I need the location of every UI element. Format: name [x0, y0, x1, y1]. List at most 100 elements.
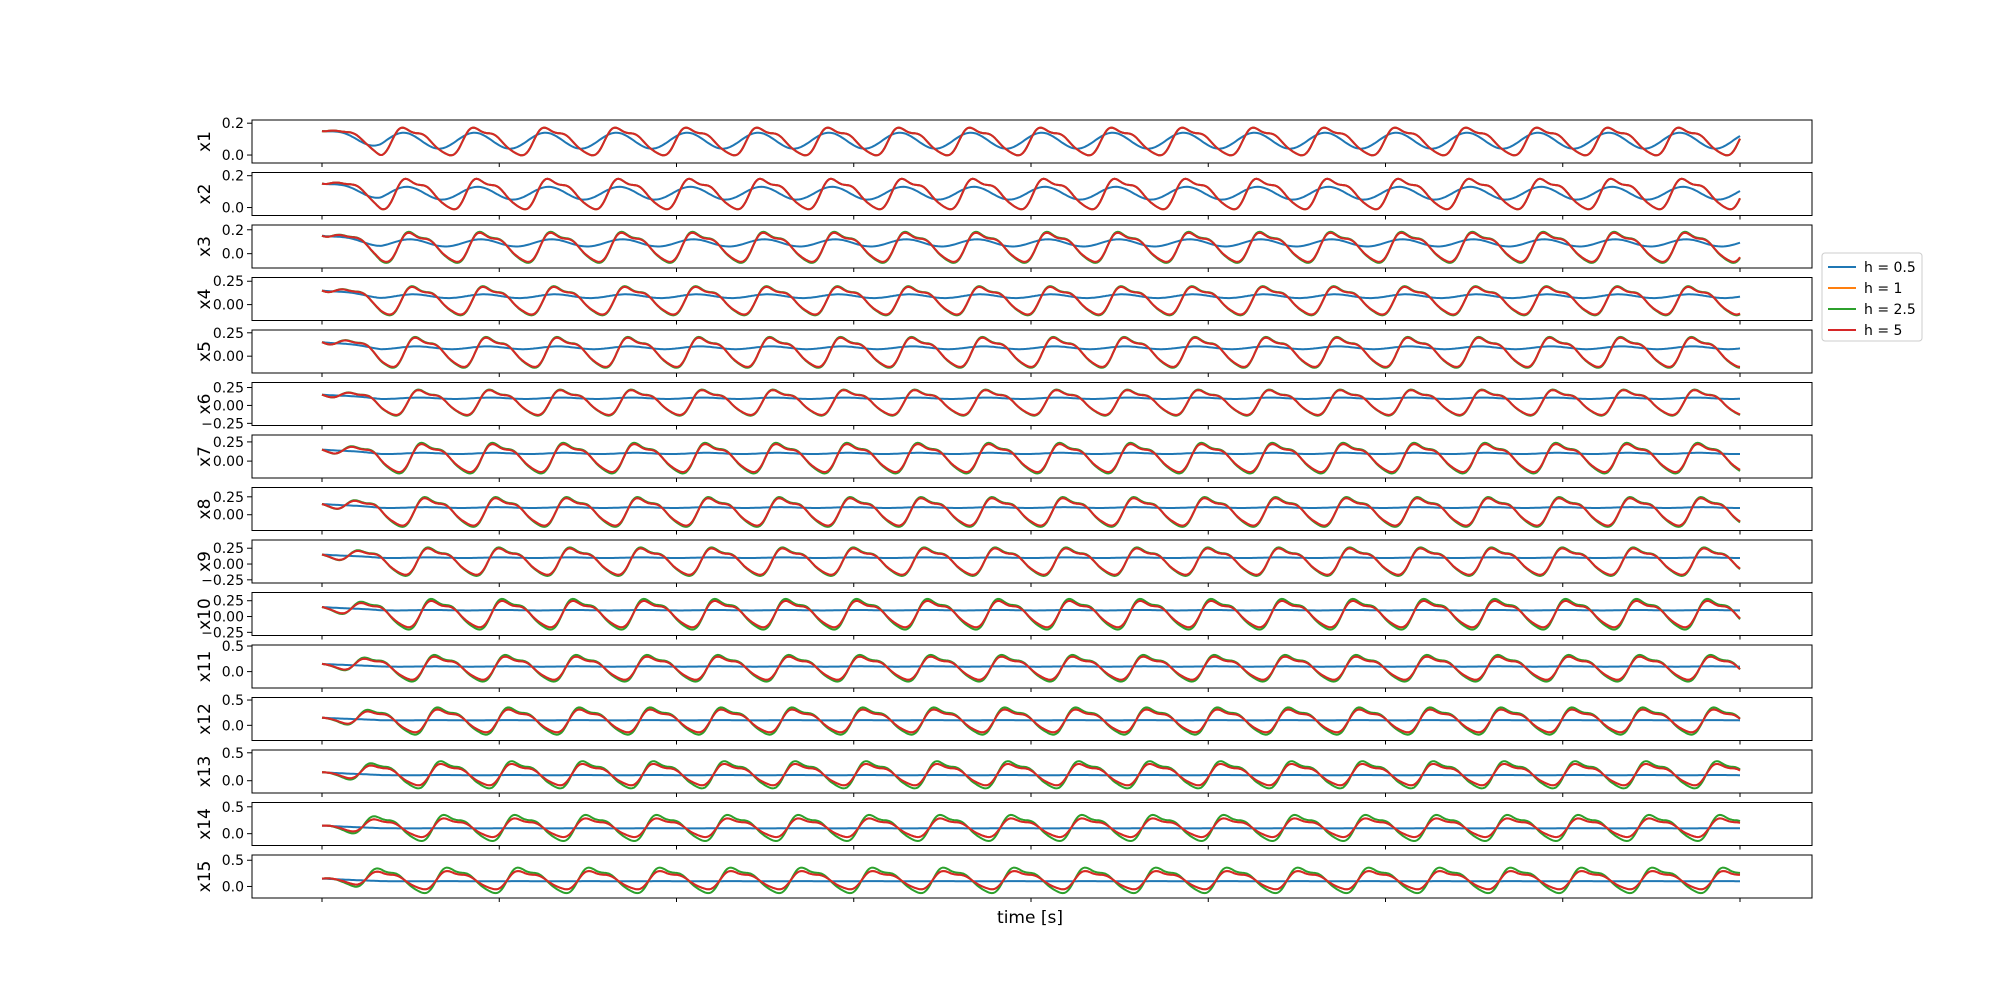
panel-x1-frame — [251, 119, 1813, 164]
series-line-x2-h-5 — [321, 177, 1741, 211]
legend-label-3: h = 5 — [1864, 323, 1902, 339]
series-line-x5-h-0-5 — [321, 341, 1741, 351]
panel-x9-frame — [251, 539, 1813, 584]
series-line-x15-h-2-5 — [321, 866, 1741, 895]
panel-x15-frame — [251, 854, 1813, 899]
series-line-x14-h-0-5 — [321, 824, 1740, 830]
y-axis-label-x6: x6 — [195, 394, 215, 415]
y-axis-label-x13: x13 — [195, 756, 215, 788]
y-axis-label-x11: x11 — [195, 651, 215, 683]
x-axis-label: time [s] — [997, 908, 1063, 928]
panel-x11-lines — [321, 653, 1741, 683]
y-axis-label-x10: x10 — [195, 598, 215, 630]
y-tick-label-x5-0: 0.00 — [213, 349, 244, 365]
series-line-x10-h-1 — [321, 599, 1741, 629]
y-axis-label-x15: x15 — [195, 861, 215, 893]
y-tick-label-x4-1: 0.25 — [213, 274, 244, 290]
panel-x3-lines — [321, 230, 1741, 264]
panel-x13-lines — [321, 760, 1741, 790]
y-tick-label-x13-0: 0.5 — [222, 746, 244, 762]
y-tick-label-x3-0: 0.0 — [222, 247, 244, 263]
series-line-x10-h-0-5 — [321, 606, 1740, 612]
series-line-x3-h-0-5 — [321, 234, 1741, 248]
panel-x12-frame — [251, 697, 1813, 741]
panel-x1-lines — [321, 126, 1741, 157]
series-line-x13-h-5 — [322, 763, 1741, 787]
series-line-x8-h-0-5 — [321, 503, 1740, 509]
series-line-x9-h-5 — [321, 547, 1741, 576]
y-tick-label-x5-1: 0.25 — [213, 326, 244, 342]
series-line-x9-h-1 — [321, 547, 1741, 576]
panel-x11: 0.5 0.0 x11 — [195, 639, 1813, 692]
panel-x7-frame — [251, 434, 1813, 479]
series-line-x3-h-5 — [321, 231, 1741, 263]
y-tick-label-x7-0: 0.25 — [213, 435, 244, 451]
y-tick-label-x12-1: 0.0 — [222, 718, 244, 734]
y-tick-label-x14-1: 0.0 — [222, 827, 244, 843]
y-tick-label-x8-1: 0.00 — [213, 508, 244, 524]
legend-frame — [1821, 252, 1923, 342]
series-line-x5-h-2-5 — [321, 335, 1741, 369]
series-line-x1-h-2-5 — [321, 126, 1741, 157]
y-tick-label-x1-0: 0.0 — [222, 148, 244, 164]
y-tick-label-x6-0: 0.25 — [213, 381, 244, 397]
series-line-x5-h-5 — [321, 336, 1741, 368]
panel-x6-lines — [321, 388, 1741, 417]
y-axis-label-x5: x5 — [195, 341, 215, 362]
y-tick-label-x3-1: 0.2 — [222, 223, 244, 239]
panels-layer: 0.00.2x10.00.2x20.00.2x30.000.25x40.000.… — [195, 116, 1813, 902]
panel-x7-lines — [321, 441, 1741, 475]
panel-x14-frame — [251, 802, 1813, 846]
panel-x5-lines — [321, 335, 1741, 369]
series-line-x7-h-0-5 — [321, 448, 1740, 455]
series-line-x11-h-0-5 — [321, 662, 1740, 668]
series-line-x9-h-2-5 — [321, 546, 1741, 578]
y-tick-label-x1-1: 0.2 — [222, 116, 244, 132]
series-line-x2-h-2-5 — [321, 177, 1741, 211]
y-tick-label-x11-1: 0.0 — [222, 665, 244, 681]
panel-x3-frame — [251, 224, 1813, 269]
panel-x9-lines — [321, 546, 1741, 578]
series-line-x4-h-0-5 — [321, 289, 1741, 300]
series-line-x1-h-0-5 — [321, 130, 1741, 150]
series-line-x11-h-5 — [321, 655, 1741, 681]
panel-x10-lines — [321, 597, 1741, 631]
y-tick-label-x7-1: 0.00 — [213, 454, 244, 470]
series-line-x15-h-0-5 — [321, 877, 1740, 883]
y-tick-label-x10-2: −0.25 — [201, 625, 244, 641]
panel-x2-frame — [251, 172, 1813, 216]
series-line-x7-h-1 — [321, 442, 1741, 474]
series-line-x8-h-5 — [321, 497, 1741, 527]
panel-x1: 0.0 0.2 x1 — [195, 116, 1813, 167]
y-tick-label-x2-1: 0.2 — [222, 169, 244, 185]
series-line-x14-h-5 — [322, 817, 1741, 839]
panel-x2: 0.0 0.2 x2 — [195, 169, 1813, 220]
y-tick-label-x10-1: 0.00 — [213, 610, 244, 626]
series-line-x12-h-5 — [321, 708, 1741, 734]
y-tick-label-x11-0: 0.5 — [222, 639, 244, 655]
series-line-x9-h-0-5 — [321, 553, 1740, 559]
y-axis-label-x3: x3 — [195, 236, 215, 257]
panel-x12-lines — [321, 706, 1741, 736]
panel-x15-lines — [321, 866, 1741, 895]
series-line-x5-h-1 — [321, 336, 1741, 368]
panel-x11-frame — [251, 644, 1813, 689]
series-line-x14-h-2-5 — [321, 813, 1741, 843]
series-line-x10-h-2-5 — [321, 597, 1741, 631]
legend: h = 0.5 h = 1 h = 2.5 h = 5 — [1821, 252, 1923, 342]
y-axis-label-x7: x7 — [195, 446, 215, 467]
panel-x3: 0.0 0.2 x3 — [195, 223, 1813, 272]
series-line-x7-h-5 — [321, 442, 1741, 474]
series-line-x6-h-0-5 — [321, 393, 1740, 400]
y-tick-label-x10-0: 0.25 — [213, 594, 244, 610]
panel-x6-frame — [251, 382, 1813, 426]
panel-x8-lines — [321, 495, 1741, 528]
y-tick-label-x9-1: 0.00 — [213, 557, 244, 573]
